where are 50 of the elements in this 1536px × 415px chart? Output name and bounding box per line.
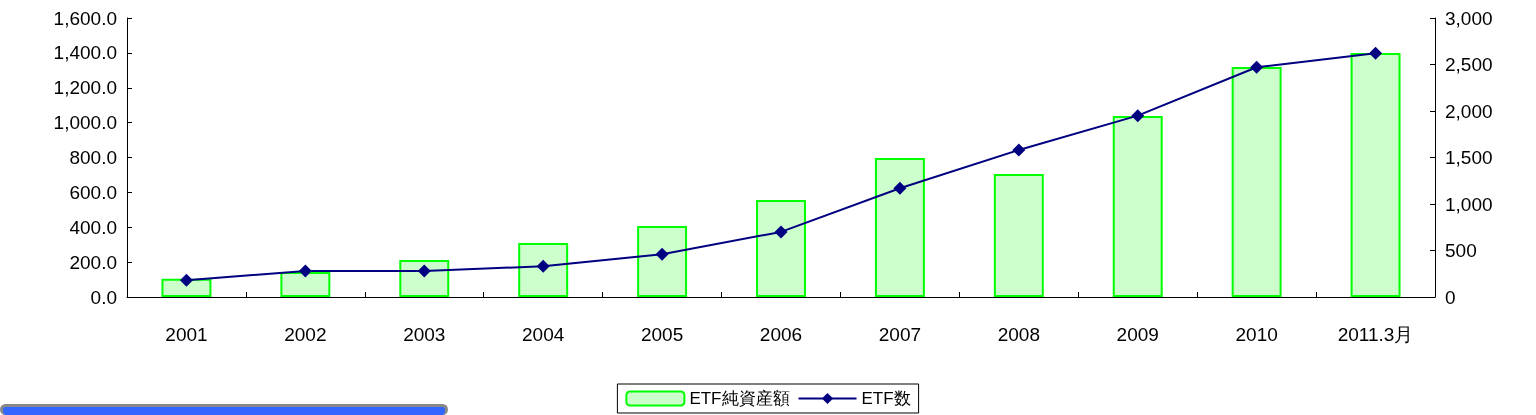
x-tick-label: 2009	[1116, 324, 1159, 345]
legend-label: ETF純資産額	[689, 389, 790, 408]
y-tick-label: 400.0	[69, 216, 117, 238]
y-tick-label: 0.0	[90, 286, 117, 308]
point	[1131, 109, 1145, 123]
bar	[1231, 67, 1282, 297]
y2-tick-label: 500	[1445, 240, 1477, 261]
point	[774, 225, 788, 239]
y-tick-label: 800.0	[69, 147, 117, 168]
x-tick-label: 2011.3月	[1337, 324, 1414, 345]
y2-tick-label: 1,500	[1445, 147, 1493, 168]
bar	[756, 200, 806, 297]
x-tick-label: 2007	[878, 324, 922, 345]
bar	[518, 242, 569, 297]
y2-tick-label: 0	[1445, 286, 1456, 308]
bar	[161, 278, 212, 297]
y2-tick-label: 2,500	[1445, 54, 1493, 75]
bar	[1350, 53, 1401, 297]
x-tick-label: 2004	[522, 324, 565, 345]
y-tick-label: 1,000.0	[53, 112, 117, 134]
x-tick-label: 2008	[997, 324, 1040, 345]
y2-tick-label: 2,000	[1445, 100, 1493, 122]
y-tick-label: 1,600.0	[53, 7, 117, 29]
point	[655, 247, 669, 261]
x-tick-label: 2010	[1235, 324, 1278, 345]
point	[893, 181, 907, 195]
point	[1369, 46, 1383, 60]
y-tick-label: 1,200.0	[53, 77, 117, 99]
bar	[993, 174, 1044, 297]
bar	[399, 260, 450, 297]
bar	[637, 226, 688, 297]
x-tick-label: 2005	[640, 324, 684, 345]
bar	[874, 158, 925, 297]
y-tick-label: 600.0	[69, 181, 117, 203]
y-tick-label: 1,400.0	[53, 42, 117, 64]
y-tick-label: 200.0	[69, 251, 117, 273]
y2-tick-label: 3,000	[1445, 7, 1493, 29]
x-tick-label: 2006	[759, 324, 803, 345]
y2-tick-label: 1,000	[1445, 193, 1493, 215]
x-tick-label: 2003	[403, 324, 446, 345]
bar	[280, 272, 331, 297]
x-tick-label: 2001	[165, 324, 208, 345]
legend-label: ETF数	[861, 389, 911, 408]
point	[298, 264, 312, 278]
point	[1012, 143, 1026, 157]
x-tick-label: 2002	[284, 324, 327, 345]
point	[1250, 60, 1264, 74]
bar	[1112, 116, 1163, 297]
point	[179, 273, 193, 287]
point	[417, 264, 431, 278]
